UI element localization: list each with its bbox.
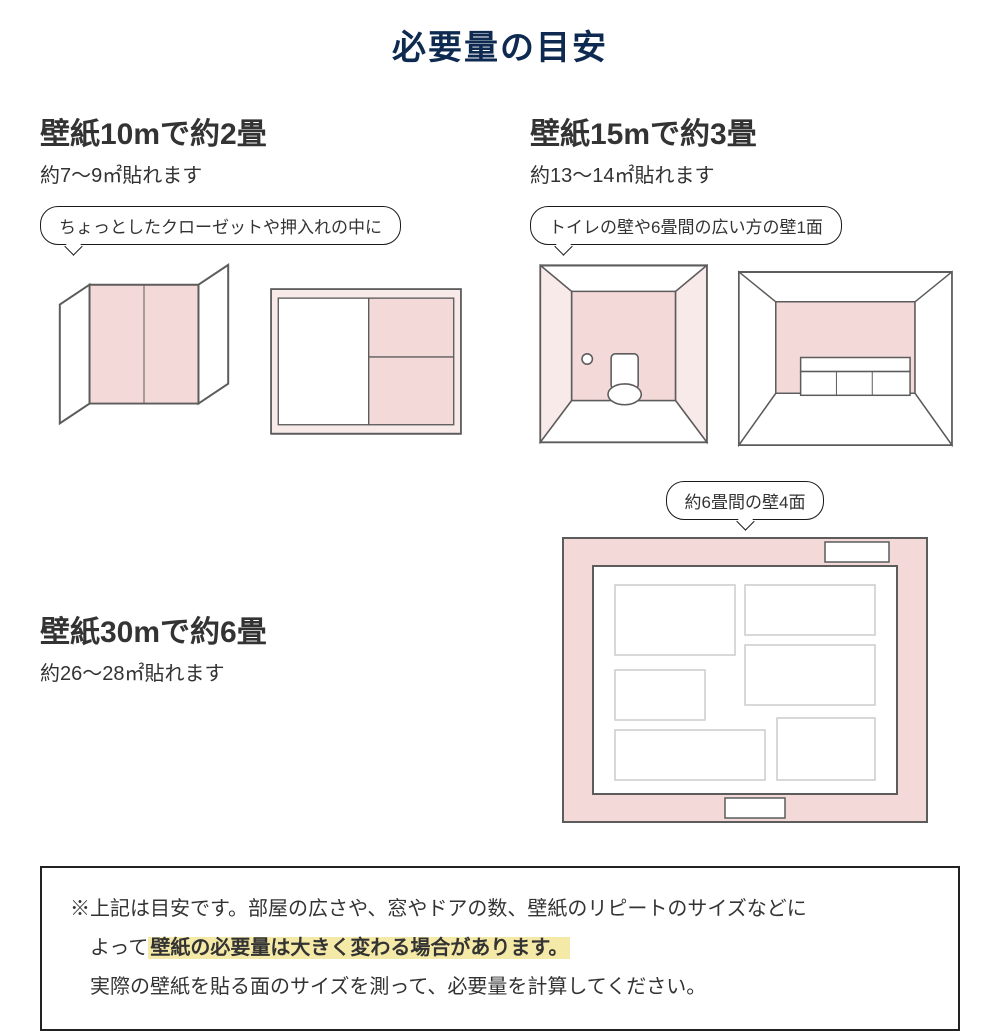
closet-illustration (40, 255, 248, 443)
footnote-l2-lead: よって (90, 937, 148, 959)
footnote-box: ※上記は目安です。部屋の広さや、窓やドアの数、壁紙のリピートのサイズなどに ※よ… (40, 866, 960, 1031)
toilet-room-illustration (530, 255, 717, 453)
footnote-highlight: 壁紙の必要量は大きく変わる場合があります。 (148, 937, 570, 959)
block-30m-sub: 約26〜28㎡貼れます (40, 657, 470, 686)
footnote-line3: ※実際の壁紙を貼る面のサイズを測って、必要量を計算してください。 (70, 968, 930, 1007)
footnote-line1: ※上記は目安です。部屋の広さや、窓やドアの数、壁紙のリピートのサイズなどに (70, 890, 930, 929)
oshiire-illustration (262, 271, 470, 443)
footnote-line2: ※よって壁紙の必要量は大きく変わる場合があります。 (70, 929, 930, 968)
room-floorplan-illustration (555, 530, 935, 830)
block-10m-heading: 壁紙10mで約2畳 (40, 109, 470, 153)
block-15m-bubble: トイレの壁や6畳間の広い方の壁1面 (530, 206, 842, 245)
block-15m-sub: 約13〜14㎡貼れます (530, 159, 960, 188)
block-30m: 壁紙30mで約6畳 約26〜28㎡貼れます (40, 481, 470, 830)
block-30m-heading: 壁紙30mで約6畳 (40, 607, 470, 651)
block-10m-bubble: ちょっとしたクローゼットや押入れの中に (40, 206, 401, 245)
block-15m: 壁紙15mで約3畳 約13〜14㎡貼れます トイレの壁や6畳間の広い方の壁1面 (530, 109, 960, 453)
content-grid: 壁紙10mで約2畳 約7〜9㎡貼れます ちょっとしたクローゼットや押入れの中に (40, 109, 960, 830)
page-title: 必要量の目安 (40, 20, 960, 69)
block-10m: 壁紙10mで約2畳 約7〜9㎡貼れます ちょっとしたクローゼットや押入れの中に (40, 109, 470, 453)
block-15m-heading: 壁紙15mで約3畳 (530, 109, 960, 153)
block-30m-illus: 約6畳間の壁4面 (530, 481, 960, 830)
block-10m-sub: 約7〜9㎡貼れます (40, 159, 470, 188)
living-wall-illustration (731, 264, 960, 453)
block-30m-bubble: 約6畳間の壁4面 (666, 481, 825, 520)
footnote-l3-text: 実際の壁紙を貼る面のサイズを測って、必要量を計算してください。 (90, 976, 706, 998)
